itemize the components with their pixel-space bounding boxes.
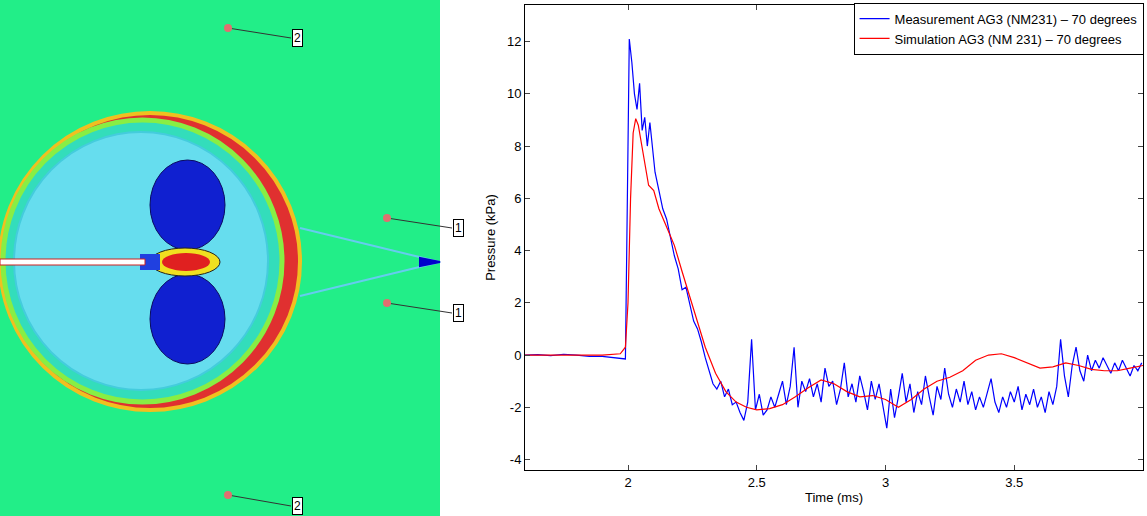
svg-text:Time (ms): Time (ms) (805, 490, 863, 505)
svg-text:3: 3 (882, 475, 889, 490)
svg-text:Simulation AG3 (NM 231) – 70 d: Simulation AG3 (NM 231) – 70 degrees (895, 31, 1122, 46)
svg-text:2: 2 (514, 295, 521, 310)
svg-text:-2: -2 (510, 400, 522, 415)
svg-text:1: 1 (455, 221, 462, 235)
svg-text:3.5: 3.5 (1005, 475, 1023, 490)
svg-text:12: 12 (507, 34, 521, 49)
svg-text:2: 2 (294, 31, 301, 45)
svg-text:Pressure (kPa): Pressure (kPa) (483, 194, 498, 281)
svg-text:2: 2 (294, 499, 301, 513)
svg-text:1: 1 (455, 306, 462, 320)
svg-text:2.5: 2.5 (748, 475, 766, 490)
svg-text:8: 8 (514, 139, 521, 154)
svg-text:2: 2 (624, 475, 631, 490)
svg-text:-4: -4 (510, 452, 522, 467)
svg-text:0: 0 (514, 348, 521, 363)
svg-text:4: 4 (514, 243, 521, 258)
svg-text:6: 6 (514, 191, 521, 206)
svg-text:10: 10 (507, 86, 521, 101)
svg-text:Measurement AG3 (NM231) – 70 d: Measurement AG3 (NM231) – 70 degrees (895, 12, 1138, 27)
